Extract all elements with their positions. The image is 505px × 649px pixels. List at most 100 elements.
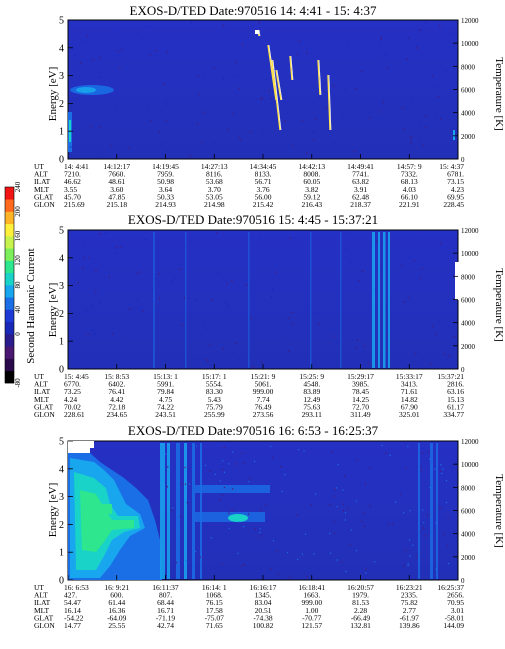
vertical-band (160, 443, 165, 579)
noise-dot (232, 488, 234, 490)
noise-dot (344, 519, 346, 521)
colorbar-tick-label: 120 (14, 255, 22, 266)
table-cell: 1068. (206, 591, 223, 600)
table-cell: 3.01 (451, 606, 464, 615)
y-tick-label: 3 (59, 281, 64, 292)
noise-dot (226, 282, 229, 284)
noise-dot (238, 521, 240, 523)
noise-dot (302, 149, 305, 151)
table-cell: 234.65 (106, 410, 127, 419)
table-cell: 46.62 (64, 177, 81, 186)
noise-dot (405, 300, 407, 303)
table-cell: 75.63 (303, 402, 320, 411)
noise-dot (310, 504, 312, 506)
table-cell: 56.71 (255, 177, 272, 186)
table-cell: 48.61 (108, 177, 125, 186)
noise-dot (364, 525, 366, 527)
noise-dot (88, 257, 90, 259)
spectral-feature (76, 87, 96, 93)
noise-dot (358, 279, 360, 282)
table-cell: 14: 4:41 (64, 162, 89, 171)
noise-dot (204, 359, 207, 361)
noise-dot (117, 50, 119, 52)
noise-dot (268, 361, 270, 364)
table-cell: 74.22 (157, 402, 174, 411)
energy-region (80, 490, 134, 552)
noise-dot (289, 237, 292, 239)
noise-dot (437, 95, 439, 98)
noise-dot (399, 359, 401, 361)
noise-dot (391, 523, 393, 525)
noise-dot (425, 114, 427, 117)
noise-dot (356, 459, 358, 461)
noise-dot (238, 87, 240, 89)
noise-dot (199, 556, 201, 558)
noise-dot (354, 150, 356, 153)
noise-dot (341, 561, 343, 563)
streak-core (318, 59, 322, 96)
noise-dot (93, 332, 95, 334)
table-row-label: GLAT (34, 192, 54, 201)
table-cell: 218.37 (350, 200, 371, 209)
saturated-edge (455, 262, 459, 300)
noise-dot (318, 323, 320, 326)
noise-dot (92, 262, 95, 264)
noise-dot (438, 320, 440, 322)
noise-dot (369, 116, 371, 119)
y2-tick-label: 10000 (461, 250, 479, 258)
table-cell: 2656. (447, 591, 464, 600)
noise-dot (361, 70, 363, 73)
noise-dot (270, 445, 272, 448)
table-cell: 139.86 (399, 621, 420, 630)
noise-dot (222, 78, 225, 80)
table-cell: 1345. (255, 591, 272, 600)
noise-dot (440, 464, 442, 466)
noise-dot (112, 333, 114, 335)
noise-dot (379, 45, 381, 47)
table-cell: 14.82 (401, 395, 418, 404)
table-cell: 14:27:13 (201, 162, 228, 171)
noise-dot (440, 118, 442, 120)
noise-dot (379, 36, 381, 38)
y-tick-label: 5 (59, 437, 64, 448)
noise-dot (364, 482, 366, 484)
noise-dot (204, 464, 206, 467)
noise-dot (349, 544, 351, 546)
table-cell: 6402. (108, 380, 125, 389)
y-tick-label: 1 (59, 337, 64, 348)
noise-dot (313, 553, 315, 555)
table-cell: 78.45 (352, 387, 369, 396)
noise-dot (94, 333, 96, 335)
noise-dot (82, 268, 84, 270)
noise-dot (245, 284, 248, 286)
noise-dot (135, 32, 137, 34)
noise-dot (248, 513, 250, 515)
panel-3: EXOS-D/TED Date:970516 16: 6:53 - 16:25:… (34, 423, 505, 630)
noise-dot (408, 297, 410, 299)
colorbar-block (5, 309, 14, 323)
table-cell: 7959. (157, 170, 174, 179)
colorbar-tick-label: 240 (14, 181, 22, 192)
noise-dot (292, 145, 294, 147)
noise-dot (160, 111, 162, 113)
table-row-label: GLON (34, 621, 55, 630)
noise-dot (419, 137, 421, 140)
vertical-band (418, 443, 420, 579)
table-cell: 6781. (447, 170, 464, 179)
noise-dot (409, 555, 411, 557)
table-cell: 3985. (352, 380, 369, 389)
noise-dot (287, 551, 289, 553)
noise-dot (92, 58, 94, 61)
noise-dot (159, 297, 161, 300)
table-cell: 1979. (352, 591, 369, 600)
table-cell: 79.84 (157, 387, 174, 396)
noise-dot (238, 137, 240, 139)
noise-dot (288, 350, 290, 352)
noise-dot (351, 274, 353, 276)
table-cell: 76.49 (255, 402, 272, 411)
noise-dot (280, 466, 282, 468)
noise-dot (423, 522, 425, 524)
noise-dot (186, 502, 188, 504)
noise-dot (345, 248, 347, 250)
noise-dot (99, 57, 101, 59)
